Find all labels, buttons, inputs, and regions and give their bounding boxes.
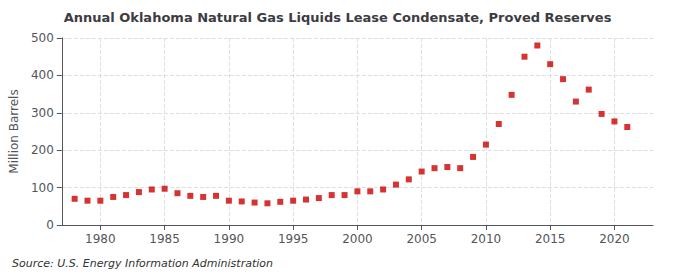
svg-text:2005: 2005 bbox=[406, 232, 437, 246]
svg-text:Source: U.S. Energy Informatio: Source: U.S. Energy Information Administ… bbox=[12, 257, 273, 270]
svg-text:2000: 2000 bbox=[342, 232, 373, 246]
svg-text:200: 200 bbox=[31, 143, 54, 157]
svg-text:100: 100 bbox=[31, 181, 54, 195]
svg-text:500: 500 bbox=[31, 31, 54, 45]
svg-text:1985: 1985 bbox=[149, 232, 180, 246]
svg-text:1995: 1995 bbox=[278, 232, 309, 246]
svg-text:400: 400 bbox=[31, 68, 54, 82]
svg-text:0: 0 bbox=[46, 218, 54, 232]
svg-text:Million Barrels: Million Barrels bbox=[7, 89, 21, 173]
svg-text:1980: 1980 bbox=[85, 232, 116, 246]
svg-text:300: 300 bbox=[31, 106, 54, 120]
svg-text:Annual Oklahoma Natural Gas Li: Annual Oklahoma Natural Gas Liquids Leas… bbox=[64, 10, 612, 25]
svg-text:2020: 2020 bbox=[599, 232, 630, 246]
svg-text:1990: 1990 bbox=[214, 232, 245, 246]
svg-text:2015: 2015 bbox=[535, 232, 566, 246]
svg-text:2010: 2010 bbox=[471, 232, 502, 246]
